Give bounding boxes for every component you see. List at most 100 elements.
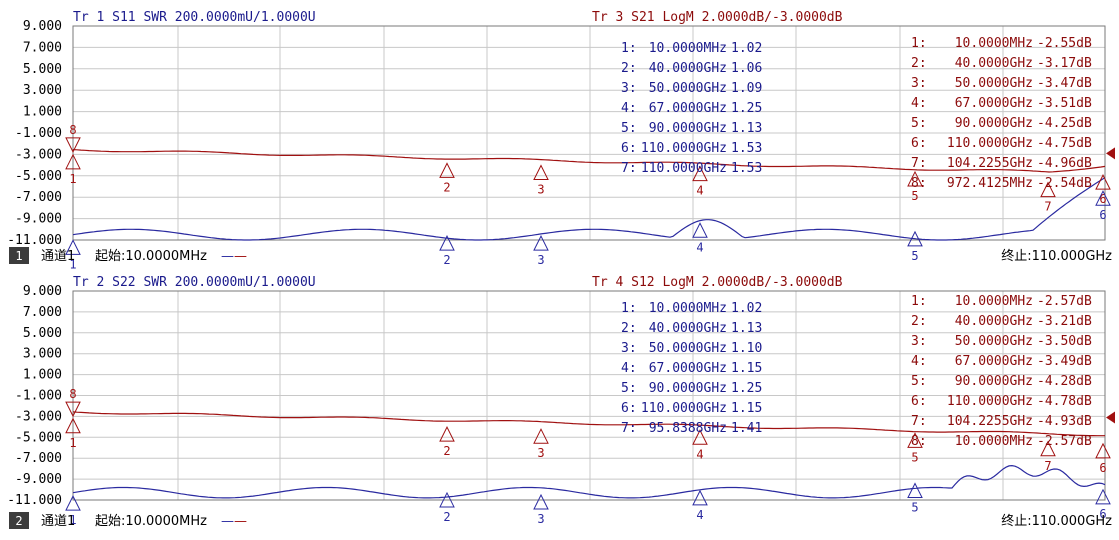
marker-table-index: 5: <box>911 116 927 131</box>
marker-number: 5 <box>911 249 918 263</box>
y-tick-label: -11.000 <box>7 233 62 248</box>
marker-table-freq: 67.0000GHz <box>649 101 727 116</box>
marker-number: 3 <box>537 446 544 460</box>
marker-triangle <box>439 162 455 178</box>
trace-legend-logm: — <box>234 249 247 264</box>
marker-table-index: 4: <box>911 96 927 111</box>
marker-triangle <box>439 491 455 508</box>
marker-table-value: -3.51dB <box>1037 96 1092 111</box>
channel-label: 通道1 <box>41 249 75 264</box>
marker-table-value: -3.21dB <box>1037 314 1092 329</box>
marker-number: 1 <box>69 436 76 450</box>
start-frequency: 起始:10.0000MHz <box>95 514 207 529</box>
marker-table-value: -2.55dB <box>1037 36 1092 51</box>
channel-badge-number: 1 <box>15 249 22 263</box>
trace-logm <box>72 149 1106 173</box>
reference-arrow-icon[interactable] <box>1106 147 1115 160</box>
trace-header-swr: Tr 1 S11 SWR 200.0000mU/1.0000U <box>73 10 316 25</box>
marker-number: 4 <box>696 240 703 254</box>
marker-table-index: 1: <box>911 294 927 309</box>
trace-swr <box>72 177 1106 241</box>
marker-table-freq: 110.0000GHz <box>947 136 1033 151</box>
marker-triangle <box>907 230 923 247</box>
marker-table-index: 3: <box>621 81 637 96</box>
marker-table-value: -3.50dB <box>1037 334 1092 349</box>
marker-table-index: 7: <box>911 156 927 171</box>
marker-table-value: -4.78dB <box>1037 394 1092 409</box>
marker-triangle <box>692 429 708 445</box>
marker-table-freq: 67.0000GHz <box>955 96 1033 111</box>
marker-triangle <box>533 164 549 181</box>
marker-table-freq: 104.2255GHz <box>947 414 1033 429</box>
marker-table-index: 8: <box>911 434 927 449</box>
marker-table-index: 5: <box>621 381 637 396</box>
marker-table-value: 1.53 <box>731 141 762 156</box>
marker-number: 6 <box>1099 208 1106 222</box>
marker-triangle <box>65 153 81 170</box>
marker-table-freq: 95.8388GHz <box>649 421 727 436</box>
marker-table-freq: 10.0000MHz <box>955 294 1033 309</box>
marker-triangle <box>1095 442 1111 459</box>
start-frequency: 起始:10.0000MHz <box>95 249 207 264</box>
marker-table-freq: 90.0000GHz <box>649 381 727 396</box>
marker-table-freq: 50.0000GHz <box>955 76 1033 91</box>
marker-table-index: 3: <box>621 341 637 356</box>
marker-table-freq: 50.0000GHz <box>955 334 1033 349</box>
reference-arrow-icon[interactable] <box>1106 411 1115 424</box>
marker-table-freq: 10.0000MHz <box>649 41 727 56</box>
marker-table-freq: 110.0000GHz <box>947 394 1033 409</box>
marker-triangle <box>533 493 549 510</box>
marker-table-value: 1.15 <box>731 401 762 416</box>
marker-table-value: -3.49dB <box>1037 354 1092 369</box>
y-tick-label: -9.000 <box>15 212 62 227</box>
marker-table-value: -3.47dB <box>1037 76 1092 91</box>
marker-triangle <box>1095 488 1111 505</box>
marker-table-index: 7: <box>911 414 927 429</box>
marker-table-index: 3: <box>911 334 927 349</box>
marker-table-value: -2.57dB <box>1037 434 1092 449</box>
y-tick-label: -5.000 <box>15 169 62 184</box>
marker-table-index: 2: <box>911 56 927 71</box>
marker-table-value: 1.25 <box>731 381 762 396</box>
marker-triangle <box>1095 174 1111 190</box>
marker-table-freq: 40.0000GHz <box>649 61 727 76</box>
marker-triangle <box>65 494 81 511</box>
y-tick-label: -1.000 <box>15 126 62 141</box>
marker-table-freq: 110.0000GHz <box>641 141 727 156</box>
y-tick-label: 3.000 <box>23 347 62 362</box>
marker-number: 5 <box>911 501 918 515</box>
y-tick-label: 7.000 <box>23 40 62 55</box>
marker-number: 3 <box>537 253 544 267</box>
y-tick-label: 5.000 <box>23 326 62 341</box>
y-tick-label: -3.000 <box>15 147 62 162</box>
marker-table-value: -2.54dB <box>1037 176 1092 191</box>
marker-table-freq: 972.4125MHz <box>947 176 1033 191</box>
marker-table-value: 1.09 <box>731 81 762 96</box>
marker-table-index: 7: <box>621 161 637 176</box>
marker-number: 2 <box>443 253 450 267</box>
marker-triangle <box>907 170 923 187</box>
marker-table-index: 1: <box>911 36 927 51</box>
marker-table-value: 1.13 <box>731 321 762 336</box>
marker-triangle <box>1040 440 1056 457</box>
plot-frame <box>72 290 1106 501</box>
y-tick-label: 9.000 <box>23 19 62 34</box>
channel-badge[interactable] <box>9 247 29 264</box>
marker-table-freq: 90.0000GHz <box>649 121 727 136</box>
marker-number: 5 <box>911 450 918 464</box>
channel-panel-1: 9.000 7.000 5.000 3.000 1.000 -1.000 -3.000 -5.… <box>7 10 1115 271</box>
stop-frequency: 终止:110.000GHz <box>1001 513 1112 529</box>
marker-number: 6 <box>1099 507 1106 521</box>
marker-table-index: 4: <box>621 361 637 376</box>
marker-number: 5 <box>911 189 918 203</box>
marker-table-freq: 40.0000GHz <box>955 56 1033 71</box>
marker-table-value: 1.53 <box>731 161 762 176</box>
trace-legend-swr: — <box>221 249 234 264</box>
marker-table-freq: 50.0000GHz <box>649 341 727 356</box>
y-tick-label: -9.000 <box>15 472 62 487</box>
y-tick-label: -7.000 <box>15 190 62 205</box>
marker-number: 7 <box>1044 200 1051 214</box>
channel-badge[interactable] <box>9 512 29 529</box>
marker-table-value: -4.96dB <box>1037 156 1092 171</box>
